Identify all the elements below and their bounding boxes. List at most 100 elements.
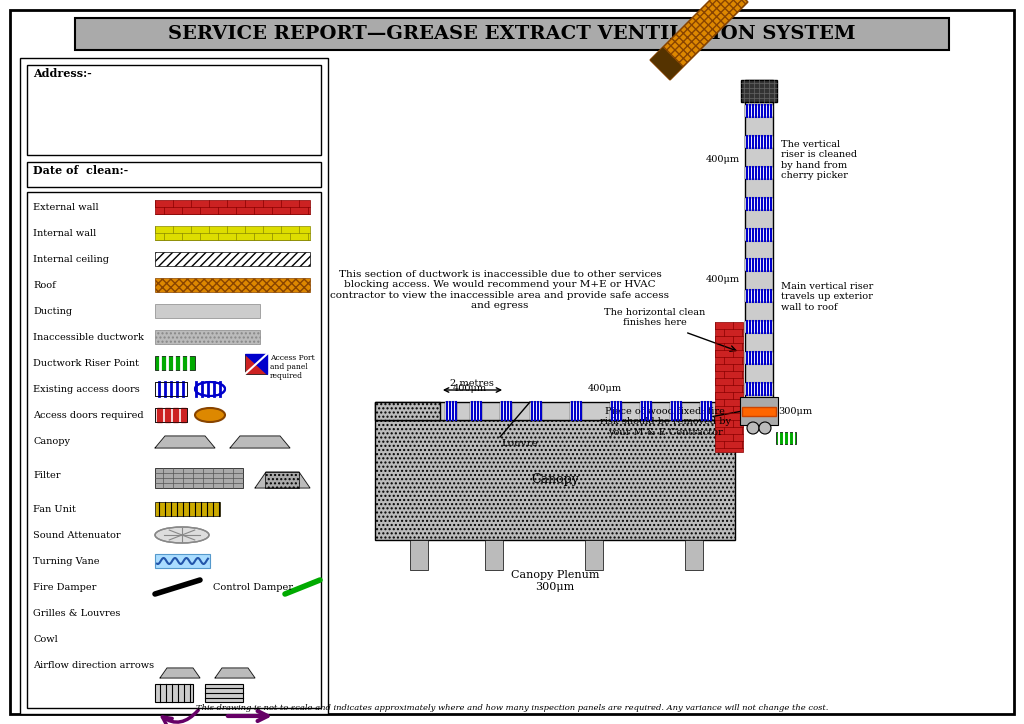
Bar bbox=[155, 408, 187, 422]
Bar bbox=[27, 192, 321, 708]
Bar bbox=[570, 402, 582, 420]
Text: Main vertical riser
travels up exterior
wall to roof: Main vertical riser travels up exterior … bbox=[781, 282, 873, 312]
Bar bbox=[27, 65, 321, 155]
Text: 2 metres: 2 metres bbox=[451, 379, 494, 388]
Text: Canopy Plenum
300μm: Canopy Plenum 300μm bbox=[511, 570, 599, 592]
Bar bbox=[27, 162, 321, 187]
Bar bbox=[75, 18, 949, 50]
Bar bbox=[245, 354, 267, 374]
Text: 300μm: 300μm bbox=[778, 407, 812, 416]
Polygon shape bbox=[160, 668, 200, 678]
Bar bbox=[745, 321, 773, 333]
Polygon shape bbox=[230, 436, 290, 448]
Bar bbox=[745, 383, 773, 395]
Bar bbox=[155, 468, 243, 488]
Text: 400μm: 400μm bbox=[706, 156, 740, 164]
Polygon shape bbox=[650, 47, 683, 80]
Ellipse shape bbox=[759, 422, 771, 434]
Bar bbox=[700, 402, 712, 420]
Text: Canopy: Canopy bbox=[531, 473, 579, 487]
Bar bbox=[745, 167, 773, 179]
Text: Turning Vane: Turning Vane bbox=[33, 557, 99, 566]
Polygon shape bbox=[255, 472, 310, 488]
Text: Control Damper: Control Damper bbox=[213, 583, 293, 592]
Bar bbox=[155, 278, 310, 292]
Text: Date of  clean:-: Date of clean:- bbox=[33, 165, 128, 176]
Bar bbox=[745, 229, 773, 240]
Ellipse shape bbox=[195, 382, 225, 396]
Text: The horizontal clean
finishes here: The horizontal clean finishes here bbox=[604, 308, 706, 327]
Bar bbox=[740, 397, 778, 425]
Bar bbox=[640, 402, 652, 420]
Text: Airflow direction arrows: Airflow direction arrows bbox=[33, 661, 155, 670]
Text: The vertical
riser is cleaned
by hand from
cherry picker: The vertical riser is cleaned by hand fr… bbox=[781, 140, 857, 180]
Bar bbox=[265, 472, 299, 488]
Text: 400μm: 400μm bbox=[453, 384, 487, 393]
Polygon shape bbox=[157, 408, 162, 422]
Bar bbox=[745, 136, 773, 148]
Text: Piece of wood fixed: fire
risk should be removed by
your M & E Contractor: Piece of wood fixed: fire risk should be… bbox=[599, 407, 730, 437]
Bar bbox=[685, 540, 703, 570]
Text: This drawing is not to scale and indicates approximately where and how many insp: This drawing is not to scale and indicat… bbox=[196, 704, 828, 712]
Bar bbox=[445, 402, 457, 420]
Text: Internal ceiling: Internal ceiling bbox=[33, 255, 109, 264]
Bar bbox=[155, 356, 195, 370]
Polygon shape bbox=[181, 408, 186, 422]
Bar bbox=[745, 105, 773, 117]
Text: Fire Damper: Fire Damper bbox=[33, 583, 96, 592]
Bar bbox=[155, 304, 260, 318]
Bar bbox=[670, 402, 682, 420]
Text: Access Port
and panel
required: Access Port and panel required bbox=[270, 354, 314, 380]
Bar bbox=[155, 330, 260, 344]
Text: Internal wall: Internal wall bbox=[33, 229, 96, 238]
Bar bbox=[745, 259, 773, 272]
Bar bbox=[610, 402, 622, 420]
Bar bbox=[155, 200, 310, 214]
Ellipse shape bbox=[195, 408, 225, 422]
Bar bbox=[776, 432, 796, 444]
Text: Roof: Roof bbox=[33, 281, 55, 290]
Text: 400μm: 400μm bbox=[588, 384, 622, 393]
Polygon shape bbox=[215, 668, 255, 678]
Bar bbox=[375, 402, 735, 420]
Bar bbox=[745, 80, 773, 420]
Ellipse shape bbox=[746, 422, 759, 434]
Bar bbox=[741, 80, 777, 102]
Bar bbox=[585, 540, 603, 570]
Ellipse shape bbox=[155, 527, 209, 543]
Text: Access doors required: Access doors required bbox=[33, 411, 143, 420]
Bar bbox=[745, 198, 773, 210]
Bar bbox=[745, 352, 773, 364]
Bar bbox=[375, 402, 440, 420]
Polygon shape bbox=[165, 408, 170, 422]
Text: Ducting: Ducting bbox=[33, 307, 72, 316]
Polygon shape bbox=[245, 354, 267, 374]
Bar bbox=[155, 554, 210, 568]
Bar bbox=[155, 382, 187, 396]
Bar bbox=[530, 402, 542, 420]
Text: Sound Attenuator: Sound Attenuator bbox=[33, 531, 121, 540]
Text: Fan Unit: Fan Unit bbox=[33, 505, 76, 514]
Bar bbox=[205, 684, 243, 702]
Polygon shape bbox=[650, 0, 748, 80]
Bar bbox=[485, 540, 503, 570]
Bar bbox=[715, 322, 743, 452]
Text: Inaccessible ductwork: Inaccessible ductwork bbox=[33, 333, 144, 342]
Text: This section of ductwork is inaccessible due to other services
blocking access. : This section of ductwork is inaccessible… bbox=[331, 270, 670, 310]
Text: Address:-: Address:- bbox=[33, 68, 92, 79]
Polygon shape bbox=[155, 436, 215, 448]
Bar bbox=[155, 502, 220, 516]
Bar bbox=[155, 408, 187, 422]
Text: Canopy: Canopy bbox=[33, 437, 70, 446]
Text: Louvre: Louvre bbox=[502, 439, 539, 448]
Bar bbox=[155, 684, 193, 702]
Bar bbox=[375, 420, 735, 540]
Bar bbox=[410, 540, 428, 570]
Bar bbox=[155, 382, 187, 396]
Text: Cowl: Cowl bbox=[33, 635, 57, 644]
Text: Grilles & Louvres: Grilles & Louvres bbox=[33, 609, 121, 618]
Bar bbox=[155, 226, 310, 240]
Bar bbox=[155, 252, 310, 266]
Bar bbox=[500, 402, 512, 420]
Bar bbox=[742, 407, 776, 416]
